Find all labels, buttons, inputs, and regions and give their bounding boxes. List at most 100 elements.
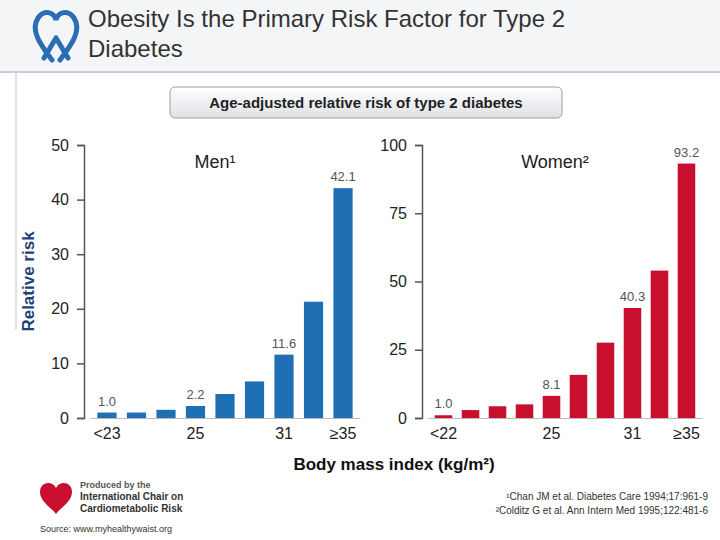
y-axis: 0 25 50 75 100 xyxy=(380,137,422,427)
tick-mark xyxy=(77,145,84,147)
tick-mark xyxy=(77,309,84,311)
header-band xyxy=(0,0,720,72)
footnote: ¹Chan JM et al. Diabetes Care 1994;17:96… xyxy=(506,491,708,502)
y-tick: 0 xyxy=(398,410,422,427)
tick-label: <22 xyxy=(430,425,457,442)
y-tick: 40 xyxy=(51,191,84,208)
header-rule xyxy=(0,71,720,73)
bar xyxy=(127,413,146,418)
data-label: 8.1 xyxy=(542,377,560,392)
x-axis-title: Body mass index (kg/m²) xyxy=(293,455,494,474)
chart-svg: Obesity Is the Primary Risk Factor for T… xyxy=(0,0,720,540)
bar xyxy=(215,394,234,418)
x-tick: 31 xyxy=(275,425,293,442)
x-axis: <22 25 31 ≥35 xyxy=(429,419,703,443)
bar xyxy=(543,396,561,418)
left-rule xyxy=(15,72,17,330)
x-tick: <22 xyxy=(430,425,457,442)
tick-mark xyxy=(415,281,422,283)
y-tick: 25 xyxy=(389,341,422,358)
tick-mark xyxy=(77,199,84,201)
tick-mark xyxy=(77,254,84,256)
axis-line xyxy=(415,146,423,419)
bars xyxy=(97,188,352,418)
data-label: 93.2 xyxy=(674,145,699,160)
y-tick: 75 xyxy=(389,205,422,222)
tick-label: 20 xyxy=(51,300,69,317)
tick-mark xyxy=(77,363,84,365)
x-tick: 25 xyxy=(187,425,205,442)
x-tick: 25 xyxy=(543,425,561,442)
bars xyxy=(435,164,696,418)
x-tick: 31 xyxy=(624,425,642,442)
y-tick: 10 xyxy=(51,355,84,372)
tick-label: 100 xyxy=(380,137,407,154)
y-tick: 20 xyxy=(51,300,84,317)
source: Source: www.myhealthywaist.org xyxy=(40,524,172,534)
title: Diabetes xyxy=(88,35,183,62)
tick-label: 50 xyxy=(389,273,407,290)
tick-label: 25 xyxy=(543,425,561,442)
x-axis: <23 25 31 ≥35 xyxy=(91,419,361,443)
y-tick: 50 xyxy=(389,273,422,290)
tick-label: 10 xyxy=(51,355,69,372)
bar xyxy=(462,410,480,418)
logo-icon xyxy=(40,483,72,514)
chart-0: 01020304050<232531≥351.02.211.642.1Men¹R… xyxy=(19,137,361,443)
bar xyxy=(435,415,453,418)
y-tick: 0 xyxy=(60,410,84,427)
y-tick: 50 xyxy=(51,137,84,154)
y-tick: 100 xyxy=(380,137,422,154)
y-tick: 30 xyxy=(51,246,84,263)
tick-mark xyxy=(415,145,422,147)
tick-label: 31 xyxy=(275,425,293,442)
chart-title: Men¹ xyxy=(194,152,235,172)
subtitle: Age-adjusted relative risk of type 2 dia… xyxy=(209,94,522,111)
bar xyxy=(651,271,669,418)
x-tick: ≥35 xyxy=(330,425,357,442)
tick-mark xyxy=(415,350,422,352)
bar xyxy=(516,404,534,418)
axis-line xyxy=(77,146,85,419)
bar xyxy=(304,302,323,418)
bar xyxy=(274,355,293,418)
tick-label: 0 xyxy=(398,410,407,427)
y-axis-title: Relative risk xyxy=(19,231,38,332)
tick-label: 31 xyxy=(624,425,642,442)
tick-label: 30 xyxy=(51,246,69,263)
bar xyxy=(156,410,175,418)
background xyxy=(0,0,720,540)
tick-label: 75 xyxy=(389,205,407,222)
tick-label: ≥35 xyxy=(330,425,357,442)
tick-label: <23 xyxy=(93,425,120,442)
data-label: 1.0 xyxy=(434,396,452,411)
tick-label: ≥35 xyxy=(673,425,700,442)
bar xyxy=(597,343,615,418)
data-label: 40.3 xyxy=(620,289,645,304)
logo-text: Cardiometabolic Risk xyxy=(80,503,183,514)
chart-root: Obesity Is the Primary Risk Factor for T… xyxy=(0,0,720,540)
tick-mark xyxy=(415,418,422,420)
tick-mark xyxy=(415,213,422,215)
subtitle-box xyxy=(170,87,562,118)
axis-line xyxy=(429,418,703,419)
bar xyxy=(245,381,264,418)
ribbon-icon xyxy=(35,12,77,60)
bar xyxy=(678,164,696,418)
data-label: 2.2 xyxy=(186,387,204,402)
tick-label: 25 xyxy=(187,425,205,442)
data-label: 42.1 xyxy=(330,169,355,184)
tick-label: 40 xyxy=(51,191,69,208)
bar xyxy=(570,375,588,418)
axis-line xyxy=(91,418,361,419)
x-tick: <23 xyxy=(93,425,120,442)
tick-label: 25 xyxy=(389,341,407,358)
tick-label: 50 xyxy=(51,137,69,154)
chart-title: Women² xyxy=(521,152,589,172)
bar xyxy=(489,406,507,418)
tick-mark xyxy=(77,418,84,420)
tick-label: 0 xyxy=(60,410,69,427)
logo-text: Produced by the xyxy=(80,480,151,490)
data-label: 1.0 xyxy=(98,394,116,409)
y-axis: 0 10 20 30 40 50 xyxy=(51,137,84,427)
